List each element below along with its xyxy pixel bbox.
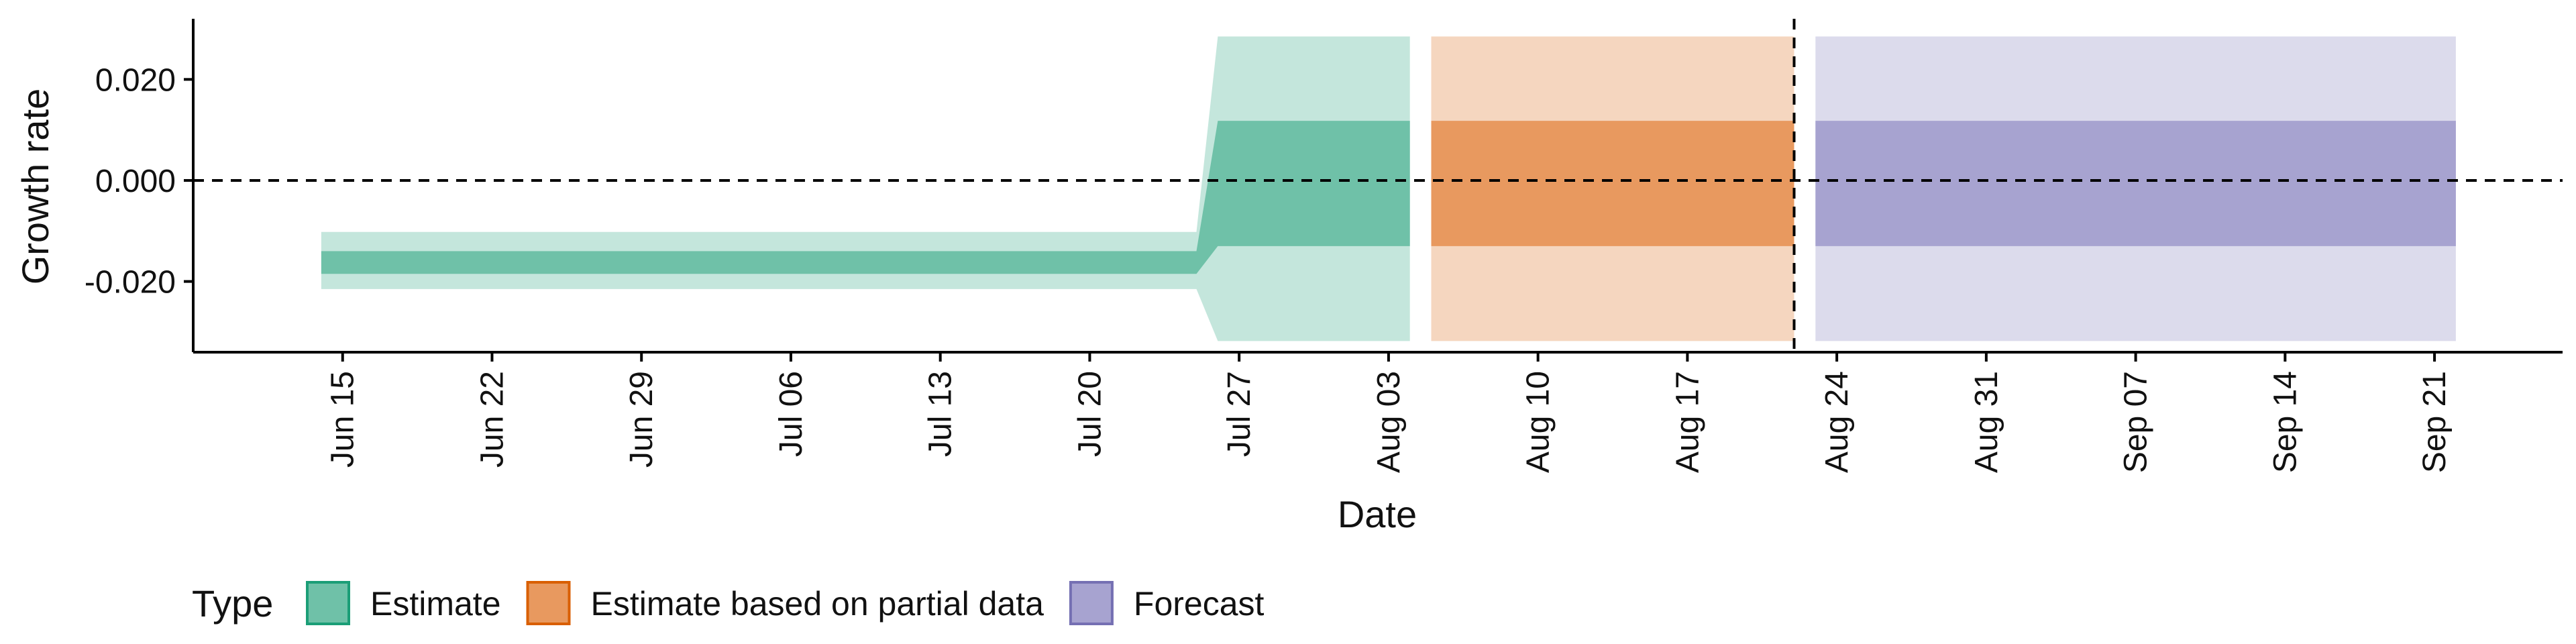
x-tick-label: Aug 31 xyxy=(1969,371,2004,473)
x-tick-label: Jul 06 xyxy=(773,371,809,457)
y-ticks: 0.020 0.000 -0.020 xyxy=(85,62,193,301)
x-tick-label: Jul 27 xyxy=(1222,371,1257,457)
legend-label-estimate-based-on-partial-data: Estimate based on partial data xyxy=(591,585,1044,623)
y-axis-title: Growth rate xyxy=(14,89,56,285)
x-tick-label: Aug 17 xyxy=(1670,371,1705,473)
x-axis-title: Date xyxy=(1338,493,1417,535)
x-tick-label: Jul 20 xyxy=(1072,371,1108,457)
axes xyxy=(192,19,2563,354)
legend-swatch-estimate xyxy=(306,581,350,625)
x-tick-label: Sep 21 xyxy=(2417,371,2453,473)
x-tick-label: Jun 29 xyxy=(624,371,659,468)
legend-label-estimate: Estimate xyxy=(370,585,501,623)
x-tick-label: Jul 13 xyxy=(923,371,959,457)
legend-swatch-forecast xyxy=(1069,581,1114,625)
x-tick-label: Aug 10 xyxy=(1521,371,1556,473)
legend-title: Type xyxy=(192,582,273,625)
estimate-based-on-partial-data-inner-band xyxy=(1431,121,1794,246)
legend-swatch-estimate-based-on-partial-data xyxy=(526,581,571,625)
reference-lines xyxy=(193,19,2563,352)
estimate-inner-band xyxy=(321,121,1410,274)
x-tick-label: Aug 03 xyxy=(1371,371,1407,473)
y-tick-label: -0.020 xyxy=(85,265,176,301)
legend-label-forecast: Forecast xyxy=(1134,585,1265,623)
legend: Type Estimate Estimate based on partial d… xyxy=(192,581,1265,625)
y-tick-label: 0.020 xyxy=(95,62,176,98)
y-tick-label: 0.000 xyxy=(95,164,176,199)
x-tick-label: Sep 07 xyxy=(2118,371,2154,473)
x-ticks: Jun 15 Jun 22 Jun 29 Jul 06 Jul 13 Jul 20 Jul … xyxy=(325,352,2453,473)
forecast-inner-band xyxy=(1815,121,2456,246)
x-tick-label: Jun 22 xyxy=(475,371,511,468)
ribbon-layer xyxy=(321,36,2456,341)
x-tick-label: Jun 15 xyxy=(325,371,361,468)
x-tick-label: Sep 14 xyxy=(2267,371,2303,473)
x-tick-label: Aug 24 xyxy=(1819,371,1855,473)
